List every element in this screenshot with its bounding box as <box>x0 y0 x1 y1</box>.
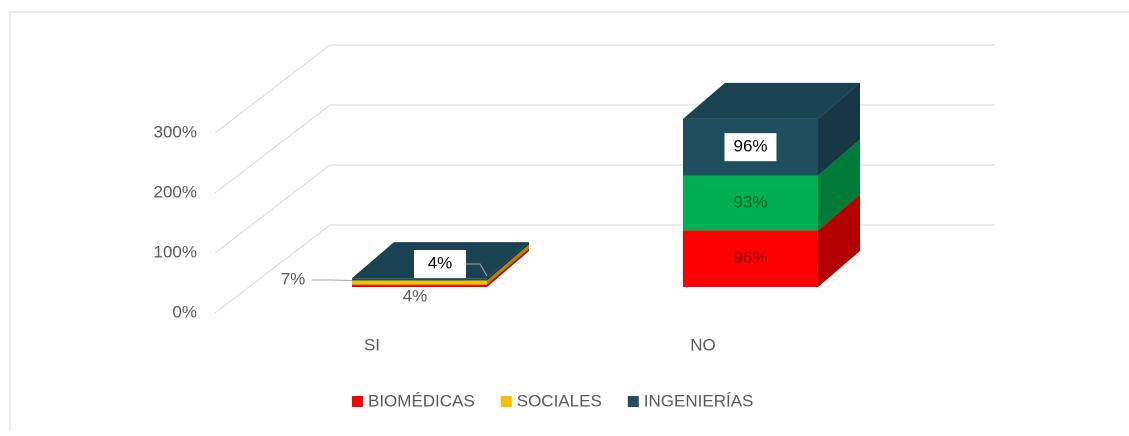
bar-side <box>818 139 860 231</box>
bar-front <box>352 284 487 287</box>
y-tick-label: 200% <box>154 182 197 201</box>
legend-swatch <box>352 396 363 407</box>
bar-front <box>683 230 818 287</box>
bar-top <box>683 82 860 119</box>
bar-side <box>487 248 529 287</box>
bar-side <box>487 244 529 285</box>
legend-label: INGENIERÍAS <box>644 391 754 410</box>
bar-front <box>352 278 487 281</box>
x-tick-label: NO <box>690 335 716 354</box>
y-tick-label: 100% <box>154 242 197 261</box>
legend-label: SOCIALES <box>517 391 602 410</box>
data-label: 4% <box>403 286 428 305</box>
bar-front <box>352 280 487 285</box>
data-label: 7% <box>281 269 306 288</box>
chart-frame <box>9 11 1129 431</box>
bar-front <box>683 175 818 231</box>
grid-line <box>214 44 995 134</box>
y-tick-label: 0% <box>172 302 197 321</box>
x-tick-label: SI <box>364 335 380 354</box>
y-tick-label: 300% <box>154 122 197 141</box>
label-box <box>414 250 466 278</box>
grid-line <box>214 104 995 194</box>
leader-line <box>462 263 488 277</box>
grid-line <box>214 164 995 254</box>
bar-side <box>487 242 529 281</box>
data-label: 4% <box>428 253 453 272</box>
bar-side <box>818 194 860 287</box>
leader-line <box>312 279 353 282</box>
legend-swatch <box>500 396 512 407</box>
grid-line <box>214 224 995 314</box>
data-label: 96% <box>733 137 767 156</box>
label-box <box>724 133 777 162</box>
legend-label: BIOMÉDICAS <box>368 391 475 410</box>
legend-swatch <box>627 396 639 407</box>
data-label: 93% <box>733 192 767 211</box>
bar-side <box>818 82 860 176</box>
data-label: 96% <box>733 248 767 267</box>
